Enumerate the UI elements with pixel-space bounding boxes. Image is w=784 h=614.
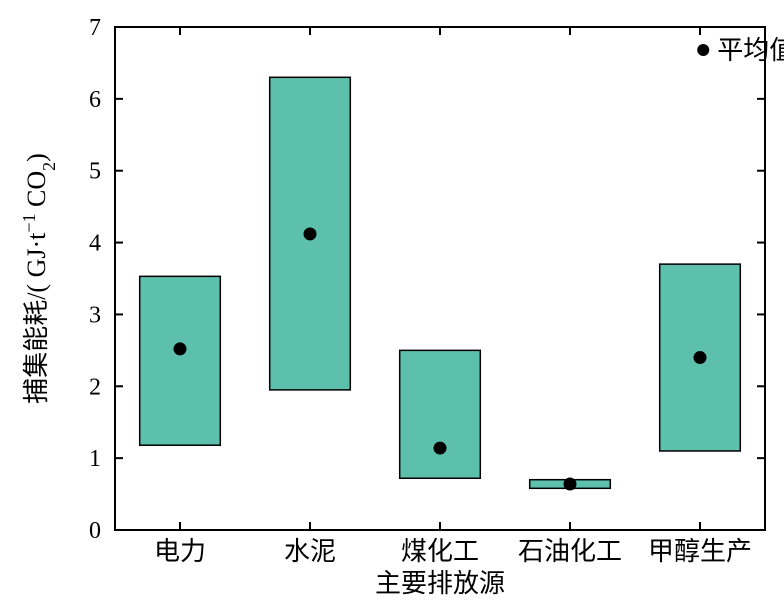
chart-container: 0 1 2 3 4 5 6 7 捕集能耗/( GJ·t−1 CO2) 电力 水泥 煤化工 石油化工甲醇生… <box>0 0 784 614</box>
y-axis-title: 捕集能耗/( GJ·t−1 CO2) <box>19 153 59 404</box>
y-tick-label: 1 <box>89 446 101 472</box>
legend-label: 平均值 <box>717 36 784 65</box>
y-tick-label: 4 <box>89 231 101 257</box>
floating-bar <box>400 350 481 478</box>
y-tick-label: 5 <box>89 159 101 185</box>
x-category-label: 电力 <box>154 537 206 566</box>
x-axis-title: 主要排放源 <box>375 569 505 598</box>
y-tick-label: 7 <box>89 15 101 41</box>
x-category-label: 石油化工 <box>518 537 622 566</box>
legend-marker-icon <box>697 44 709 56</box>
y-tick-label: 6 <box>89 87 101 113</box>
x-category-label: 水泥 <box>284 537 336 566</box>
y-tick-label: 3 <box>89 302 101 328</box>
y-tick-label: 2 <box>89 374 101 400</box>
mean-marker <box>694 352 706 364</box>
x-category-label: 煤化工 <box>401 537 479 566</box>
y-tick-label: 0 <box>89 518 101 544</box>
chart-svg: 0 1 2 3 4 5 6 7 捕集能耗/( GJ·t−1 CO2) 电力 水泥 煤化工 石油化工甲醇生… <box>0 0 784 614</box>
floating-bar <box>140 276 221 445</box>
mean-marker <box>174 343 186 355</box>
mean-marker <box>564 478 576 490</box>
x-category-label: 甲醇生产 <box>648 537 752 566</box>
mean-marker <box>434 442 446 454</box>
mean-marker <box>304 228 316 240</box>
